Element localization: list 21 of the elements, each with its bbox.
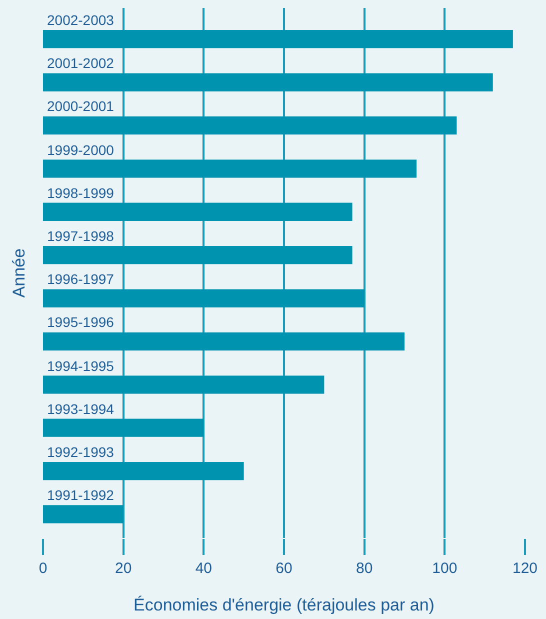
x-axis-title: Économies d'énergie (térajoules par an)	[134, 595, 434, 614]
x-tick-label: 20	[114, 560, 132, 577]
x-tick-label: 100	[432, 560, 458, 577]
x-tick-label: 40	[195, 560, 212, 577]
x-tick-label: 120	[512, 560, 538, 577]
y-tick-label: 1994-1995	[47, 358, 114, 374]
y-axis-title: Année	[10, 248, 29, 298]
y-tick-label: 2001-2002	[47, 55, 114, 71]
y-tick-label: 2002-2003	[47, 12, 114, 28]
x-tick-label: 0	[38, 560, 48, 577]
y-tick-label: 1991-1992	[47, 487, 114, 503]
y-tick-label: 1995-1996	[47, 314, 114, 330]
y-tick-label: 1998-1999	[47, 185, 114, 201]
y-tick-label: 2000-2001	[47, 98, 114, 114]
x-tick-label: 60	[276, 560, 292, 577]
y-tick-label: 1992-1993	[47, 444, 114, 460]
y-tick-label: 1999-2000	[47, 142, 114, 158]
y-tick-label: 1993-1994	[47, 401, 114, 417]
y-tick-label: 1997-1998	[47, 228, 114, 244]
x-tick-label: 80	[356, 560, 373, 577]
y-tick-label: 1996-1997	[47, 271, 114, 287]
